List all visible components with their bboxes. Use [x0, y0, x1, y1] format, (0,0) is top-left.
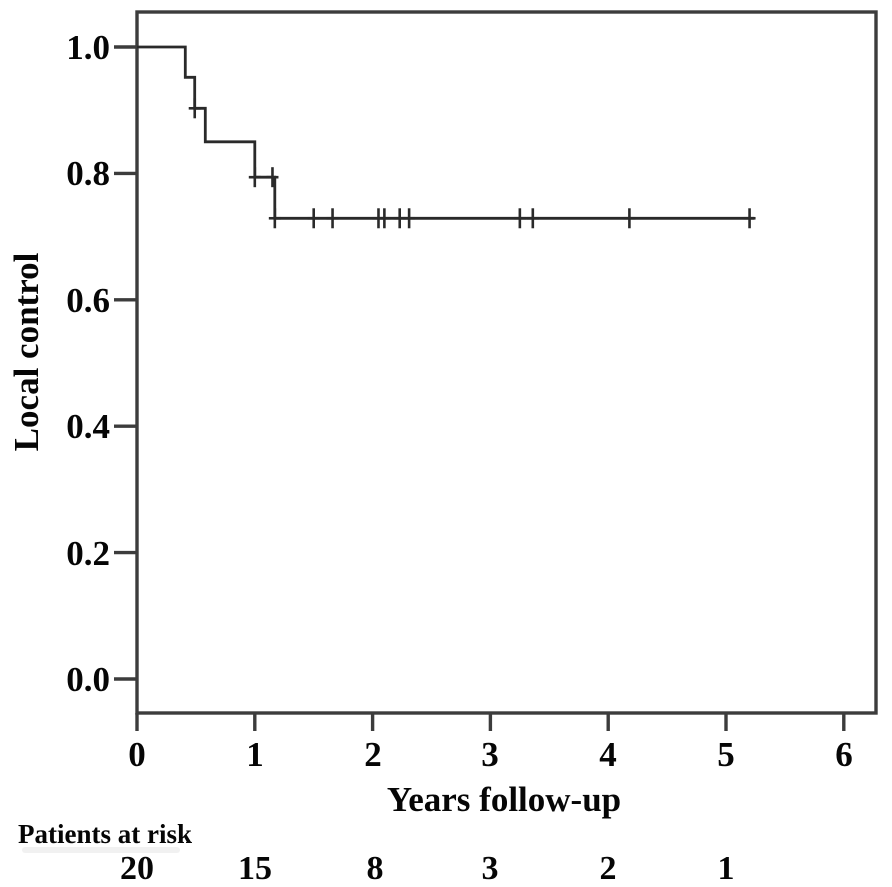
- y-tick-label-1.0: 1.0: [66, 28, 110, 67]
- censor-mark: [743, 208, 756, 229]
- censor-mark: [188, 98, 201, 119]
- censor-mark: [248, 167, 261, 188]
- censor-mark: [403, 208, 416, 229]
- x-tick-label-1: 1: [246, 735, 264, 774]
- censor-mark: [307, 208, 320, 229]
- censor-marks: [188, 98, 756, 229]
- risk-count-year4: 2: [600, 850, 617, 887]
- y-tick-label-0.8: 0.8: [66, 154, 110, 193]
- y-tick-label-0.6: 0.6: [66, 281, 110, 320]
- x-tick-label-2: 2: [364, 735, 382, 774]
- censor-mark: [623, 208, 636, 229]
- y-tick-label-0.2: 0.2: [66, 534, 110, 573]
- plot-border: [135, 10, 878, 715]
- risk-count-year0: 20: [120, 850, 154, 887]
- x-tick-label-6: 6: [835, 735, 853, 774]
- x-tick-label-4: 4: [599, 735, 617, 774]
- risk-count-year2: 8: [367, 850, 384, 887]
- censor-mark: [268, 208, 281, 229]
- x-tick-label-3: 3: [481, 735, 499, 774]
- y-tick-label-0.4: 0.4: [66, 407, 110, 446]
- x-tick-label-0: 0: [128, 735, 146, 774]
- x-tick-label-5: 5: [717, 735, 735, 774]
- censor-mark: [526, 208, 539, 229]
- y-axis-title: Local control: [7, 252, 46, 451]
- axis-ticks: [114, 45, 846, 731]
- censor-mark: [378, 208, 391, 229]
- y-tick-label-0.0: 0.0: [66, 660, 110, 699]
- plot-frame: [135, 10, 878, 715]
- survival-step-line: [137, 45, 755, 220]
- risk-count-year3: 3: [482, 850, 499, 887]
- risk-count-year1: 15: [238, 850, 272, 887]
- censor-mark: [266, 167, 279, 188]
- risk-count-year5: 1: [718, 850, 735, 887]
- km-curve: [137, 45, 755, 220]
- patients-at-risk-label: Patients at risk: [18, 819, 192, 849]
- x-axis-title: Years follow-up: [387, 780, 621, 819]
- erased-text-artifact: [22, 847, 180, 853]
- censor-mark: [513, 208, 526, 229]
- censor-mark: [326, 208, 339, 229]
